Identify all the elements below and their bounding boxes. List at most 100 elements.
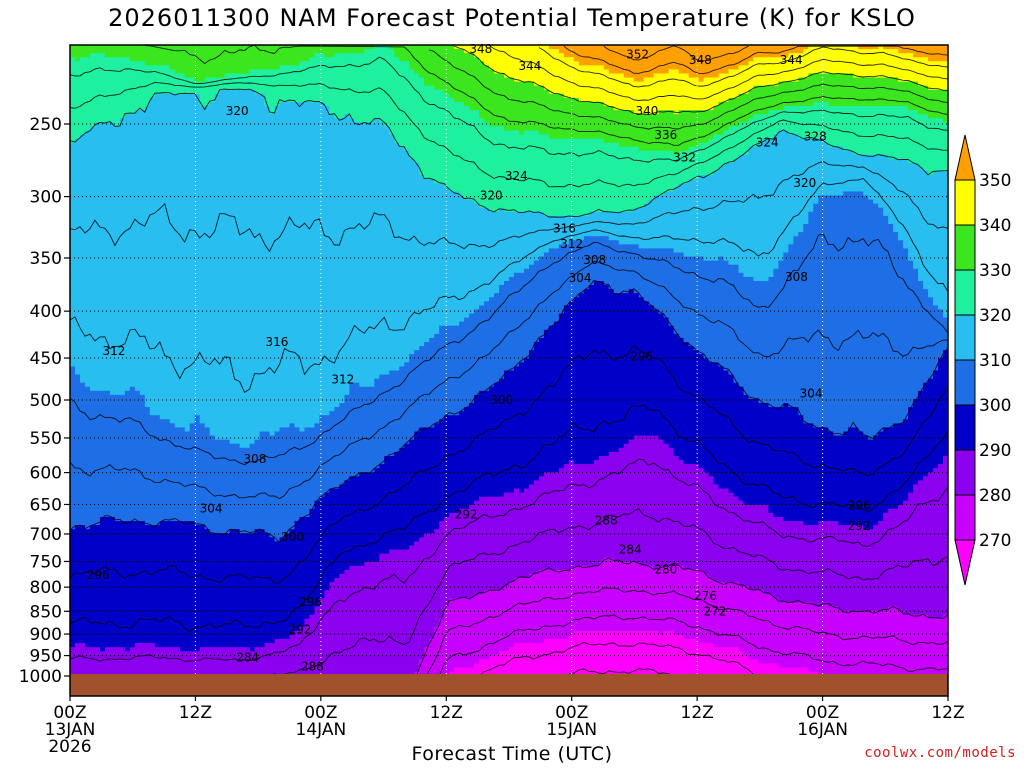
field-cell	[444, 138, 450, 144]
field-cell	[269, 77, 276, 83]
field-cell	[129, 150, 136, 156]
field-cell	[224, 89, 231, 95]
field-cell	[494, 93, 500, 99]
field-cell	[638, 122, 645, 127]
field-cell	[693, 114, 700, 119]
field-cell	[194, 130, 201, 136]
field-cell	[653, 138, 660, 144]
field-cell	[214, 126, 221, 132]
field-cell	[678, 146, 685, 152]
field-cell	[139, 81, 146, 87]
field-cell	[439, 150, 445, 156]
field-cell	[454, 154, 460, 160]
field-cell	[833, 126, 839, 132]
field-cell	[229, 158, 236, 164]
field-cell	[269, 57, 276, 62]
field-cell	[903, 65, 909, 71]
field-cell	[79, 49, 86, 54]
field-cell	[409, 110, 415, 115]
field-cell	[269, 126, 276, 132]
field-cell	[808, 45, 814, 50]
field-cell	[209, 89, 216, 95]
field-cell	[838, 61, 844, 66]
field-cell	[244, 57, 251, 62]
field-cell	[74, 93, 81, 99]
field-cell	[379, 158, 385, 164]
field-cell	[813, 150, 819, 156]
field-cell	[513, 106, 520, 111]
field-cell	[404, 49, 410, 54]
field-cell	[404, 81, 410, 87]
field-cell	[199, 138, 206, 144]
field-cell	[778, 101, 784, 107]
field-cell	[434, 49, 440, 54]
field-cell	[848, 142, 854, 148]
field-cell	[394, 101, 400, 107]
field-cell	[853, 154, 859, 160]
field-cell	[239, 53, 246, 58]
field-cell	[249, 110, 256, 115]
field-cell	[653, 89, 660, 95]
field-cell	[464, 77, 470, 83]
field-cell	[843, 150, 849, 156]
field-cell	[873, 118, 879, 123]
field-cell	[269, 81, 276, 87]
field-cell	[608, 53, 615, 58]
field-cell	[119, 57, 126, 62]
field-cell	[204, 57, 211, 62]
field-cell	[369, 142, 375, 148]
field-cell	[538, 97, 545, 103]
field-cell	[94, 154, 101, 160]
field-cell	[479, 134, 485, 140]
field-cell	[314, 89, 321, 95]
field-cell	[154, 106, 161, 111]
field-cell	[738, 106, 745, 111]
field-cell	[598, 146, 605, 152]
field-cell	[558, 81, 565, 87]
field-cell	[244, 130, 251, 136]
field-cell	[813, 69, 819, 75]
field-cell	[474, 89, 480, 95]
field-cell	[943, 114, 948, 119]
field-cell	[773, 130, 779, 136]
field-cell	[329, 114, 335, 119]
field-cell	[84, 118, 91, 123]
field-cell	[773, 45, 779, 50]
field-cell	[234, 130, 241, 136]
field-cell	[229, 45, 236, 50]
field-cell	[424, 77, 430, 83]
field-cell	[179, 93, 186, 99]
field-cell	[349, 118, 355, 123]
field-cell	[728, 146, 735, 152]
field-cell	[179, 65, 186, 71]
field-cell	[359, 146, 365, 152]
field-cell	[583, 97, 590, 103]
field-cell	[379, 53, 385, 58]
field-cell	[883, 130, 889, 136]
field-cell	[129, 110, 136, 115]
field-cell	[299, 122, 306, 127]
field-cell	[593, 150, 600, 156]
field-cell	[853, 93, 859, 99]
field-cell	[479, 146, 485, 152]
field-cell	[79, 89, 86, 95]
field-cell	[444, 106, 450, 111]
field-cell	[239, 93, 246, 99]
field-cell	[528, 146, 535, 152]
field-cell	[70, 138, 76, 144]
field-cell	[838, 45, 844, 50]
field-cell	[558, 69, 565, 75]
field-cell	[883, 106, 889, 111]
field-cell	[349, 134, 355, 140]
field-cell	[404, 118, 410, 123]
field-cell	[289, 61, 296, 66]
field-cell	[334, 89, 340, 95]
field-cell	[149, 45, 156, 50]
field-cell	[484, 138, 490, 144]
field-cell	[623, 150, 630, 156]
field-cell	[469, 61, 475, 66]
field-cell	[454, 126, 460, 132]
field-cell	[439, 122, 445, 127]
field-cell	[334, 85, 340, 91]
field-cell	[484, 65, 490, 71]
